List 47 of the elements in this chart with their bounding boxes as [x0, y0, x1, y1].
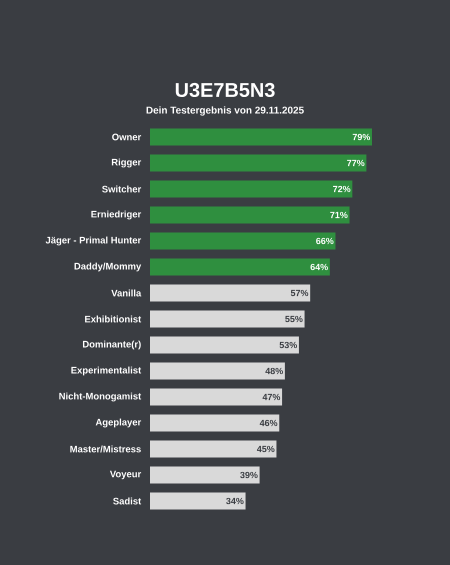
chart-subtitle: Dein Testergebnis von 29.11.2025: [146, 106, 304, 116]
chart-title: U3E7B5N3: [176, 82, 275, 98]
y-tick-label: Daddy/Mommy: [74, 262, 142, 272]
y-tick-label: Nicht-Monogamist: [59, 392, 142, 402]
bar: [150, 180, 352, 198]
data-label: 53%: [280, 342, 297, 348]
bar: [150, 128, 372, 146]
data-label: 72%: [333, 186, 350, 192]
y-tick-label: Erniedriger: [91, 210, 142, 220]
bar: [150, 388, 282, 406]
data-label: 57%: [290, 290, 308, 296]
data-label: 39%: [240, 472, 258, 478]
y-tick-label: Vanilla: [111, 290, 142, 296]
y-tick-label: Owner: [112, 134, 142, 140]
y-tick-label: Experimentalist: [71, 366, 142, 376]
bar: [150, 336, 299, 354]
data-label: 79%: [352, 134, 370, 140]
y-tick-label: Jäger - Primal Hunter: [46, 236, 142, 246]
data-label: 47%: [262, 394, 280, 400]
data-label: 46%: [260, 420, 278, 426]
data-label: 71%: [330, 212, 348, 218]
y-tick-label: Sadist: [113, 498, 142, 504]
bar: [150, 310, 305, 328]
bar: [150, 284, 310, 302]
bar: [150, 414, 280, 432]
y-tick-label: Exhibitionist: [85, 316, 142, 322]
bar: [150, 154, 366, 172]
data-label: 77%: [347, 160, 364, 166]
data-label: 55%: [285, 316, 303, 322]
y-tick-label: Dominante(r): [82, 340, 141, 350]
y-tick-label: Switcher: [102, 186, 142, 192]
bar: [150, 232, 336, 250]
bar: [150, 492, 246, 510]
y-tick-label: Voyeur: [110, 470, 142, 480]
data-label: 66%: [316, 238, 334, 244]
data-label: 64%: [310, 264, 328, 270]
y-tick-label: Master/Mistress: [70, 445, 141, 453]
y-tick-label: Rigger: [112, 158, 142, 168]
bar: [150, 362, 285, 380]
bar: [150, 258, 330, 276]
bar: [150, 440, 276, 458]
bar: [150, 466, 260, 484]
data-label: 45%: [256, 446, 275, 452]
y-tick-label: Ageplayer: [96, 418, 142, 428]
data-label: 34%: [226, 498, 244, 504]
bar: [150, 206, 350, 224]
data-label: 48%: [265, 368, 283, 374]
